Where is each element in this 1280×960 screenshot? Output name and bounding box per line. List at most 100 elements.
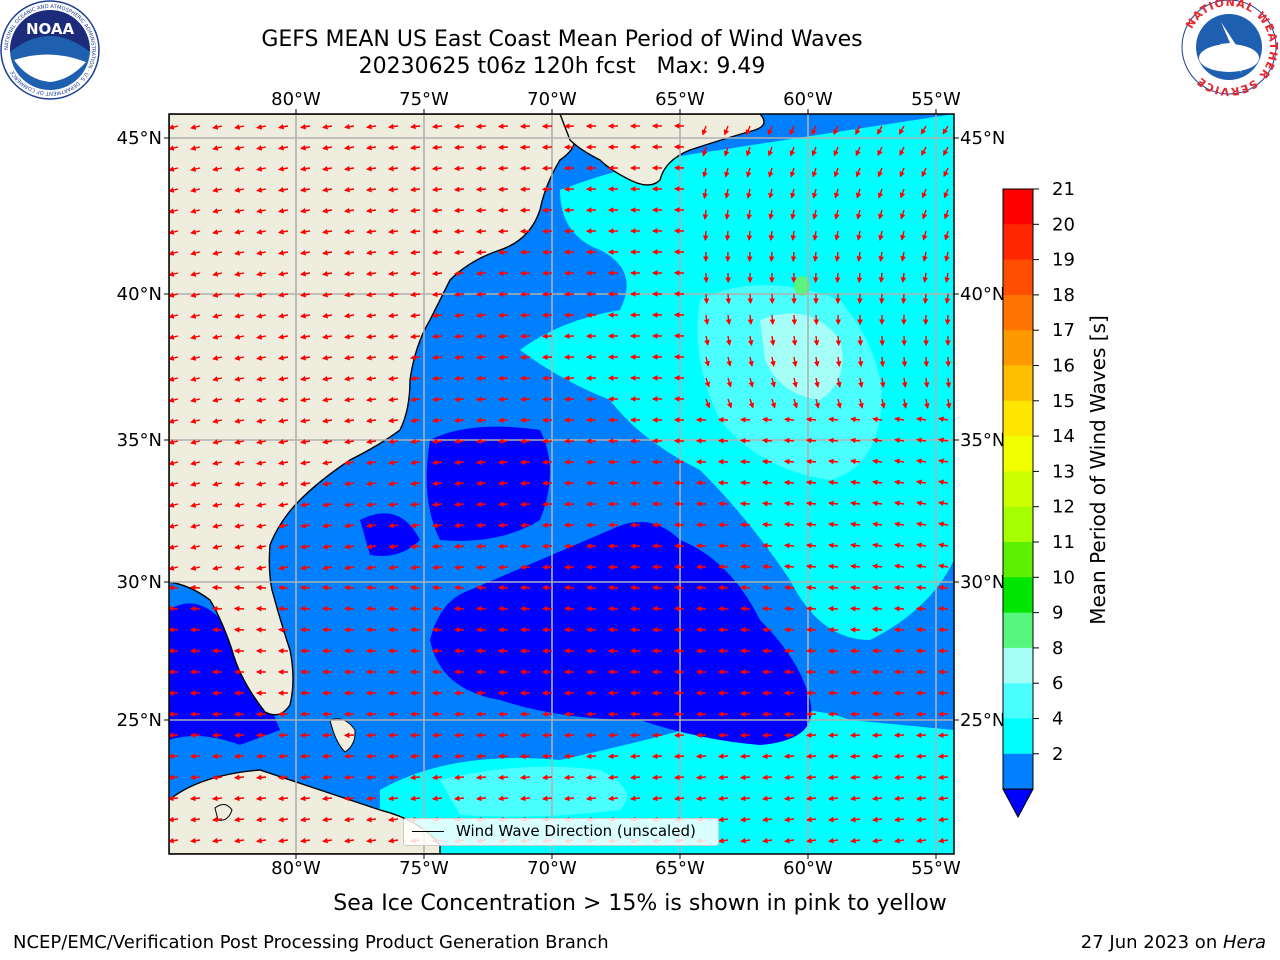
footer-org: NCEP/EMC/Verification Post Processing Pr… <box>13 932 609 953</box>
wind-arrow <box>453 396 465 403</box>
wind-arrow <box>519 584 531 591</box>
wind-arrow <box>849 500 861 507</box>
wind-arrow <box>871 753 883 760</box>
wind-arrow <box>739 605 751 612</box>
wind-arrow <box>702 188 708 200</box>
wind-arrow <box>233 584 245 591</box>
wind-arrow <box>365 564 377 571</box>
wind-arrow <box>475 375 487 382</box>
wind-arrow <box>858 398 864 409</box>
wind-arrow <box>212 313 223 319</box>
wind-arrow <box>607 753 619 760</box>
wind-arrow <box>387 123 399 130</box>
wind-arrow <box>789 125 795 136</box>
wind-arrow <box>365 123 377 130</box>
wind-arrow <box>497 584 509 591</box>
wind-arrow <box>704 377 711 388</box>
wind-arrow <box>409 417 421 424</box>
wind-arrow <box>409 333 421 340</box>
wind-arrow <box>835 356 842 368</box>
lat-label-left: 40°N <box>117 284 162 305</box>
wind-arrow <box>519 165 531 172</box>
wind-arrow <box>277 145 289 151</box>
wind-arrow <box>255 837 267 844</box>
wind-arrow <box>365 459 377 466</box>
wind-arrow <box>937 837 949 844</box>
lat-label-left: 35°N <box>117 430 162 451</box>
wind-arrow <box>827 479 839 486</box>
wind-arrow <box>255 795 267 802</box>
lon-label-top: 80°W <box>271 89 321 110</box>
wind-arrow <box>234 271 245 277</box>
wind-arrow <box>651 753 663 760</box>
wind-arrow <box>277 565 289 571</box>
wind-arrow <box>673 584 685 591</box>
wind-arrow <box>792 398 798 409</box>
wind-arrow <box>563 774 575 781</box>
wind-arrow <box>189 795 201 802</box>
wind-arrow <box>212 271 223 277</box>
wind-arrow <box>475 249 487 256</box>
wind-arrow <box>827 753 839 760</box>
wind-arrow <box>541 795 553 802</box>
wind-arrow <box>805 437 817 444</box>
wind-arrow <box>519 123 531 130</box>
wind-arrow <box>475 333 487 340</box>
wind-arrow <box>190 334 201 340</box>
wind-arrow <box>944 251 950 262</box>
wind-arrow <box>453 438 465 445</box>
wind-arrow <box>739 563 751 570</box>
wind-arrow <box>453 228 465 235</box>
wind-arrow <box>746 209 753 221</box>
wind-arrow <box>915 837 927 844</box>
wind-arrow <box>748 377 754 388</box>
lon-label-top: 60°W <box>783 89 833 110</box>
wind-arrow <box>431 753 443 760</box>
wind-arrow <box>431 312 443 319</box>
wind-arrow <box>475 312 487 319</box>
wind-arrow <box>673 605 685 612</box>
wind-arrow <box>585 753 597 760</box>
wind-arrow <box>431 123 443 130</box>
wind-arrow <box>431 333 443 340</box>
wind-arrow <box>585 584 597 591</box>
wind-arrow <box>453 501 465 508</box>
wind-arrow <box>256 418 267 424</box>
wind-arrow <box>234 481 245 487</box>
wind-arrow <box>409 795 421 802</box>
wind-arrow <box>321 207 333 214</box>
wind-arrow <box>409 396 421 403</box>
wind-arrow <box>673 753 685 760</box>
wind-arrow <box>519 480 531 487</box>
wind-arrow <box>255 605 267 612</box>
wind-arrow <box>695 753 707 760</box>
colorbar-tick-label: 21 <box>1052 179 1075 200</box>
wind-arrow <box>475 228 487 235</box>
wind-arrow <box>321 375 333 382</box>
wind-arrow <box>849 521 861 528</box>
wind-arrow <box>768 251 775 263</box>
wind-arrow <box>387 501 399 508</box>
wind-arrow <box>343 207 355 214</box>
wind-arrow <box>234 565 245 571</box>
wind-arrow <box>256 439 267 445</box>
wind-arrow <box>769 335 776 347</box>
wind-arrow <box>321 543 333 550</box>
wind-arrow <box>900 251 906 262</box>
wind-arrow <box>343 816 355 823</box>
colorbar-tick-label: 13 <box>1052 461 1075 482</box>
wind-arrow <box>739 479 751 486</box>
wind-arrow <box>453 375 465 382</box>
wind-arrow <box>725 314 732 326</box>
wind-arrow <box>783 795 795 802</box>
axis-ticks <box>164 109 959 859</box>
wind-arrow <box>805 542 817 549</box>
wind-arrow <box>234 418 245 424</box>
wind-arrow <box>519 270 531 277</box>
wind-arrow <box>944 314 951 326</box>
wind-arrow <box>893 500 905 507</box>
wind-arrow <box>169 292 179 298</box>
wind-arrow <box>299 795 311 802</box>
wind-arrow <box>190 187 201 193</box>
wind-arrow <box>211 774 223 781</box>
